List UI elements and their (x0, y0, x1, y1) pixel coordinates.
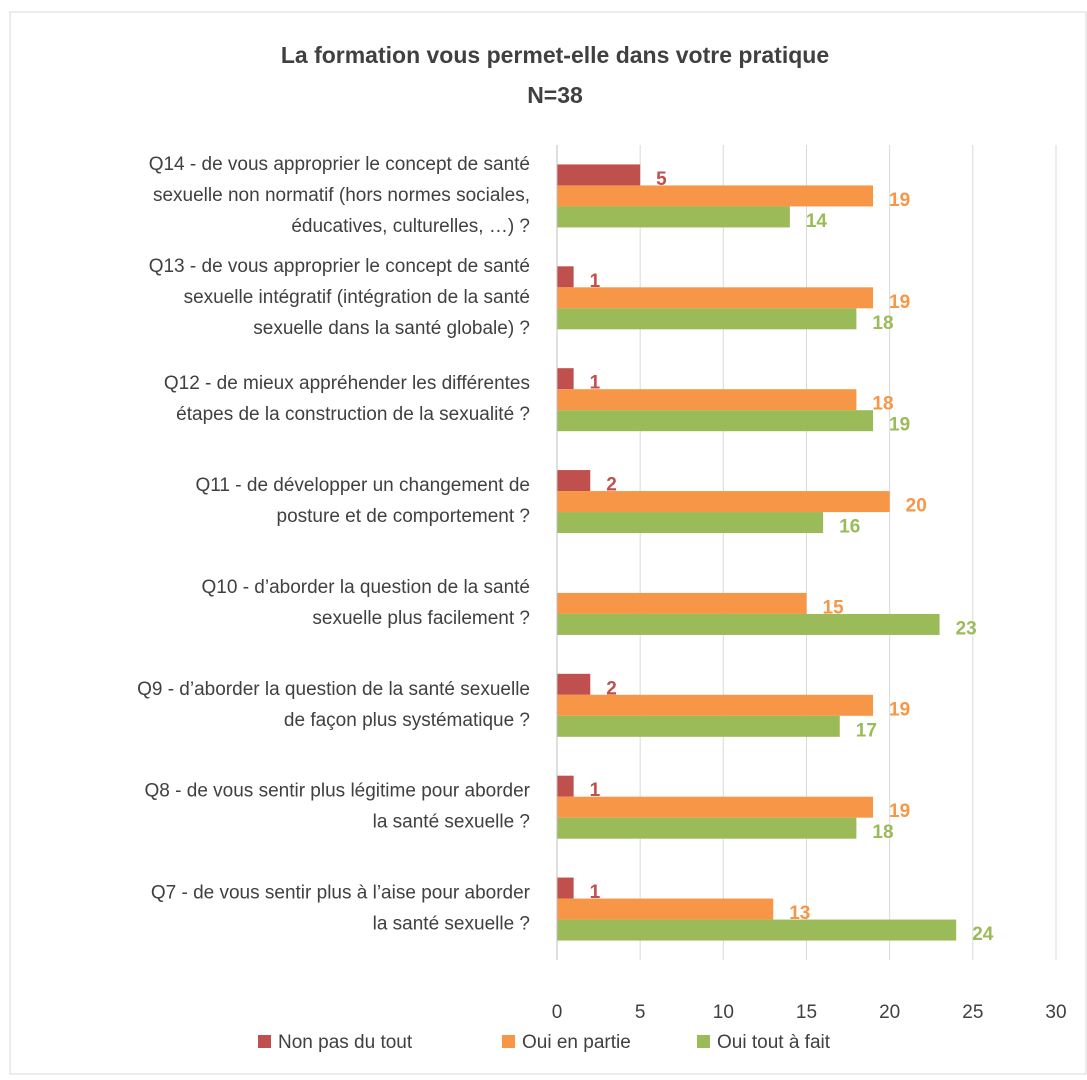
data-label: 1 (590, 373, 601, 394)
y-tick-label: sexuelle dans la santé globale) ? (253, 318, 530, 339)
y-tick-label: sexuelle non normatif (hors normes socia… (153, 185, 530, 206)
y-tick-label: étapes de la construction de la sexualit… (176, 404, 530, 425)
legend-label: Oui tout à fait (717, 1032, 831, 1053)
y-tick-label: posture et de comportement ? (277, 506, 530, 527)
y-tick-label: Q13 - de vous approprier le concept de s… (149, 256, 530, 277)
data-label: 18 (872, 822, 893, 843)
y-tick-label: sexuelle intégratif (intégration de la s… (184, 287, 530, 308)
bar (557, 491, 890, 513)
legend-label: Oui en partie (522, 1032, 631, 1053)
data-label: 13 (789, 903, 810, 924)
data-label: 1 (590, 271, 601, 292)
bar (557, 796, 874, 818)
y-tick-label: Q11 - de développer un changement de (196, 475, 531, 496)
x-tick-label: 15 (796, 1002, 817, 1023)
bar (557, 308, 857, 330)
data-label: 18 (872, 394, 893, 415)
x-tick-label: 0 (552, 1002, 563, 1023)
chart-border (9, 11, 1087, 1075)
y-tick-label: la santé sexuelle ? (373, 914, 530, 935)
data-label: 19 (889, 190, 910, 211)
bar (557, 368, 574, 390)
bar (557, 389, 857, 411)
y-tick-label: Q12 - de mieux appréhender les différent… (164, 373, 530, 394)
y-tick-label: Q9 - d’aborder la question de la santé s… (137, 679, 530, 700)
x-tick-label: 25 (962, 1002, 983, 1023)
y-tick-label: éducatives, culturelles, …) ? (291, 216, 530, 237)
y-tick-label: Q8 - de vous sentir plus légitime pour a… (145, 781, 531, 802)
bar (557, 206, 790, 228)
bar (557, 185, 874, 207)
bar (557, 470, 591, 492)
legend-label: Non pas du tout (278, 1032, 413, 1053)
data-label: 20 (906, 496, 927, 517)
x-tick-label: 30 (1045, 1002, 1066, 1023)
bar (557, 512, 824, 534)
bar (557, 266, 574, 288)
data-label: 17 (856, 720, 877, 741)
x-tick-label: 20 (879, 1002, 900, 1023)
data-label: 19 (889, 415, 910, 436)
bar (557, 775, 574, 797)
bar (557, 592, 807, 614)
y-tick-label: la santé sexuelle ? (373, 812, 530, 833)
data-label: 2 (606, 678, 617, 699)
data-label: 15 (823, 597, 845, 618)
data-label: 14 (806, 211, 828, 232)
legend-swatch (258, 1035, 271, 1048)
data-label: 19 (889, 801, 910, 822)
data-label: 24 (972, 924, 994, 945)
chart-title: La formation vous permet-elle dans votre… (281, 42, 829, 68)
y-tick-label: de façon plus systématique ? (284, 710, 530, 731)
x-tick-label: 5 (635, 1002, 646, 1023)
y-tick-label: sexuelle plus facilement ? (312, 608, 530, 629)
y-tick-label: Q10 - d’aborder la question de la santé (202, 577, 531, 598)
data-label: 19 (889, 292, 910, 313)
chart-subtitle: N=38 (527, 82, 583, 108)
data-label: 23 (956, 618, 977, 639)
bar (557, 164, 641, 186)
x-tick-label: 10 (713, 1002, 734, 1023)
data-label: 2 (606, 475, 617, 496)
data-label: 1 (590, 882, 601, 903)
bar (557, 673, 591, 695)
legend-swatch (502, 1035, 515, 1048)
bar (557, 898, 774, 920)
data-label: 18 (872, 313, 893, 334)
data-label: 1 (590, 780, 601, 801)
data-label: 19 (889, 699, 910, 720)
bar (557, 613, 940, 635)
data-label: 16 (839, 517, 860, 538)
bar (557, 715, 840, 737)
bar (557, 694, 874, 716)
bar (557, 817, 857, 839)
bar (557, 877, 574, 899)
y-tick-label: Q7 - de vous sentir plus à l’aise pour a… (151, 883, 531, 904)
legend-swatch (697, 1035, 710, 1048)
y-tick-label: Q14 - de vous approprier le concept de s… (149, 154, 530, 175)
bar (557, 410, 874, 432)
data-label: 5 (656, 169, 667, 190)
bar (557, 287, 874, 309)
bar (557, 919, 957, 941)
